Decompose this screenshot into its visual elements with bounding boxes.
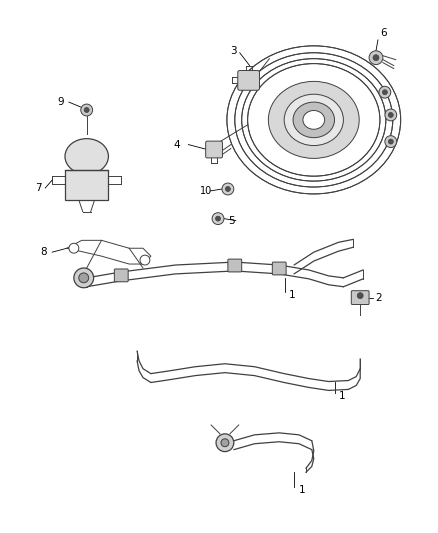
FancyBboxPatch shape <box>206 141 223 158</box>
Circle shape <box>81 104 92 116</box>
Circle shape <box>373 55 379 61</box>
FancyBboxPatch shape <box>351 290 369 304</box>
Text: 10: 10 <box>200 186 212 196</box>
Circle shape <box>140 255 150 265</box>
Circle shape <box>216 434 234 451</box>
Ellipse shape <box>293 102 335 138</box>
Text: 4: 4 <box>173 140 180 150</box>
Circle shape <box>212 213 224 224</box>
Ellipse shape <box>284 94 343 146</box>
Circle shape <box>79 273 88 283</box>
Text: 8: 8 <box>40 247 47 257</box>
Ellipse shape <box>268 82 359 158</box>
Text: 6: 6 <box>380 28 387 38</box>
FancyBboxPatch shape <box>272 262 286 275</box>
Circle shape <box>382 90 387 95</box>
Circle shape <box>385 109 397 121</box>
Circle shape <box>226 187 230 191</box>
Circle shape <box>84 108 89 112</box>
Circle shape <box>222 183 234 195</box>
Circle shape <box>389 139 393 144</box>
Circle shape <box>74 268 94 288</box>
Text: 1: 1 <box>339 391 345 401</box>
Circle shape <box>215 216 220 221</box>
Text: 1: 1 <box>299 485 306 495</box>
Ellipse shape <box>303 110 325 130</box>
FancyBboxPatch shape <box>114 269 128 282</box>
Circle shape <box>389 112 393 117</box>
Circle shape <box>369 51 383 64</box>
FancyBboxPatch shape <box>238 70 259 90</box>
Text: 3: 3 <box>230 46 237 56</box>
Circle shape <box>69 243 79 253</box>
FancyBboxPatch shape <box>228 259 242 272</box>
Text: 1: 1 <box>289 289 296 300</box>
Circle shape <box>385 136 397 148</box>
Text: 9: 9 <box>57 97 64 107</box>
Circle shape <box>357 293 363 298</box>
Text: 2: 2 <box>375 293 381 303</box>
Circle shape <box>379 86 391 98</box>
Text: 7: 7 <box>35 183 42 193</box>
Circle shape <box>221 439 229 447</box>
Ellipse shape <box>65 139 109 174</box>
Text: 5: 5 <box>228 215 234 225</box>
FancyBboxPatch shape <box>65 170 109 200</box>
